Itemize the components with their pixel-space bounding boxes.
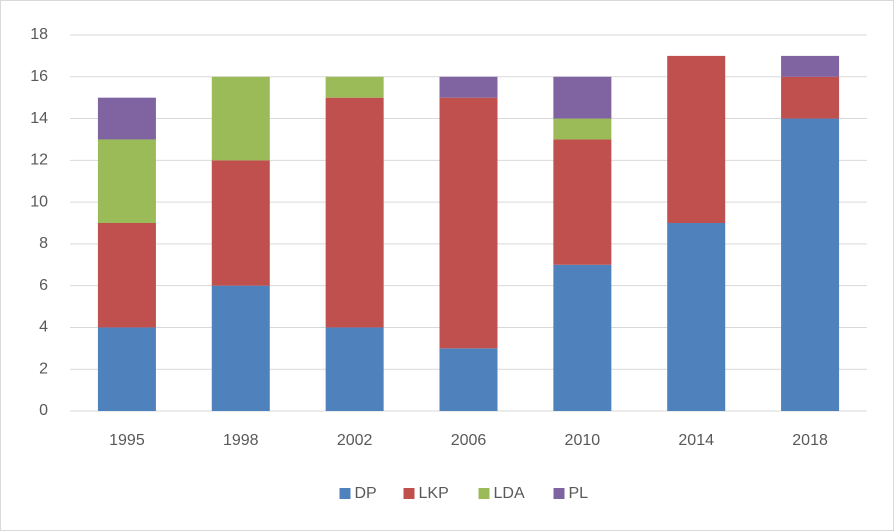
bar-segment — [553, 264, 612, 411]
x-tick-label: 2018 — [792, 432, 828, 449]
bar-segment — [553, 76, 612, 119]
legend-swatch — [478, 488, 490, 499]
bar-segment — [211, 160, 270, 286]
legend-label: LDA — [494, 485, 525, 502]
bar-segment — [97, 139, 156, 223]
bar-segment — [97, 223, 156, 328]
x-tick-label: 1998 — [223, 432, 259, 449]
legend-swatch — [553, 488, 565, 499]
y-tick-label: 14 — [30, 110, 48, 127]
y-tick-label: 2 — [39, 360, 48, 377]
bar-segment — [211, 76, 270, 161]
y-tick-label: 0 — [39, 402, 48, 419]
y-tick-label: 6 — [39, 277, 48, 294]
bar-segment — [553, 118, 612, 140]
bar-segment — [439, 97, 498, 349]
bar-segment — [781, 118, 840, 412]
x-tick-label: 2010 — [565, 432, 601, 449]
y-tick-label: 18 — [30, 26, 48, 43]
bar-segment — [781, 55, 840, 77]
bar-segment — [325, 76, 384, 98]
y-tick-label: 10 — [30, 193, 48, 210]
bar-segment — [553, 139, 612, 265]
y-tick-label: 16 — [30, 68, 48, 85]
y-tick-label: 4 — [39, 319, 48, 336]
bar-segment — [667, 55, 726, 224]
x-tick-label: 2014 — [678, 432, 714, 449]
x-tick-label: 1995 — [109, 432, 145, 449]
bar-segment — [325, 327, 384, 411]
bar-segment — [439, 348, 498, 411]
bar-segment — [211, 285, 270, 411]
legend-swatch — [403, 488, 415, 499]
bar-segment — [325, 97, 384, 328]
bar-segment — [439, 76, 498, 98]
y-tick-label: 8 — [39, 235, 48, 252]
bar-segment — [97, 97, 156, 140]
legend-label: LKP — [419, 485, 449, 502]
bar-segment — [781, 76, 840, 119]
x-tick-label: 2002 — [337, 432, 373, 449]
legend-swatch — [339, 488, 351, 499]
legend-label: PL — [569, 485, 589, 502]
x-tick-label: 2006 — [451, 432, 487, 449]
y-tick-label: 12 — [30, 152, 48, 169]
bar-segment — [667, 223, 726, 411]
bar-segment — [97, 327, 156, 411]
legend-label: DP — [355, 485, 377, 502]
